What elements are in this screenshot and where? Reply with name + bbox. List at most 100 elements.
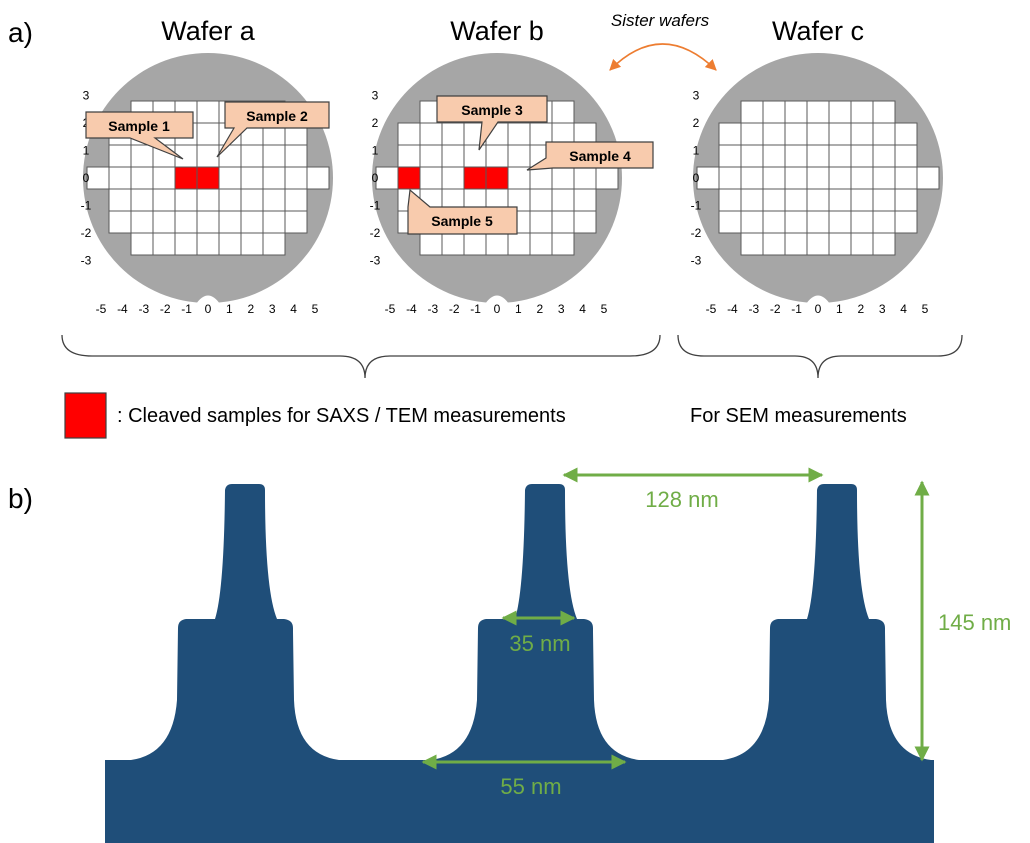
legend-text: : Cleaved samples for SAXS / TEM measure… [117,405,566,427]
die [806,144,830,168]
die [507,166,531,190]
die [872,232,896,256]
x-tick-label: -5 [96,302,107,316]
die [784,210,808,234]
die [397,144,421,168]
panel-a-label: a) [8,17,33,48]
line-feature [723,484,931,760]
die [174,232,198,256]
sample-4-label: Sample 4 [569,148,631,164]
die [718,144,742,168]
die [463,232,487,256]
die [828,210,852,234]
x-tick-label: -3 [748,302,759,316]
y-tick-label: 0 [693,171,700,185]
y-tick-label: 2 [693,116,700,130]
die [130,232,154,256]
die [86,166,110,190]
die [872,122,896,146]
die [240,166,264,190]
die [762,232,786,256]
height-label: 145 nm [938,610,1011,635]
die [551,100,575,124]
die [872,188,896,212]
die [196,144,220,168]
die [152,210,176,234]
x-tick-label: 5 [922,302,929,316]
y-tick-label: 3 [372,89,379,103]
die [284,166,308,190]
die [262,232,286,256]
die [419,166,443,190]
x-tick-label: 2 [857,302,864,316]
die [740,188,764,212]
die [718,166,742,190]
die [108,144,132,168]
sem-text: For SEM measurements [690,405,907,427]
die [196,122,220,146]
die [551,188,575,212]
x-tick-label: -2 [449,302,460,316]
die [485,232,509,256]
sample-die [397,166,421,190]
sister-wafers-label: Sister wafers [611,11,710,30]
die [762,166,786,190]
die [806,166,830,190]
x-tick-label: -2 [160,302,171,316]
y-tick-label: -2 [691,226,702,240]
die [441,144,465,168]
x-tick-label: -4 [727,302,738,316]
die [284,210,308,234]
x-tick-label: 3 [558,302,565,316]
wafer-notch [806,295,830,304]
x-tick-label: 1 [226,302,233,316]
die [196,232,220,256]
y-tick-label: 1 [693,144,700,158]
die [284,144,308,168]
die [218,210,242,234]
die [152,232,176,256]
die [375,166,399,190]
die [174,188,198,212]
pitch-label: 128 nm [645,487,718,512]
die [850,188,874,212]
wafer-notch [485,295,509,304]
die [218,166,242,190]
die [130,188,154,212]
die [529,188,553,212]
x-tick-label: -5 [385,302,396,316]
x-tick-label: 0 [205,302,212,316]
y-tick-label: -3 [691,254,702,268]
die [828,100,852,124]
brace-wafer-c [677,334,963,379]
die [872,100,896,124]
die [740,210,764,234]
die [218,232,242,256]
die [828,232,852,256]
die [507,144,531,168]
die [284,188,308,212]
die [784,144,808,168]
y-tick-label: -1 [81,199,92,213]
wafer-title: Wafer a [161,16,256,46]
die [784,232,808,256]
line-feature [131,484,339,760]
x-tick-label: -3 [138,302,149,316]
die [762,100,786,124]
die [240,210,264,234]
sample-die [485,166,509,190]
die [894,188,918,212]
sample-callout-1: Sample 1 [85,111,194,160]
y-tick-label: -2 [81,226,92,240]
die [696,166,720,190]
sample-callout-2: Sample 2 [216,101,330,158]
die [551,210,575,234]
y-tick-label: -3 [370,254,381,268]
die [740,144,764,168]
substrate [105,760,934,843]
die [740,122,764,146]
